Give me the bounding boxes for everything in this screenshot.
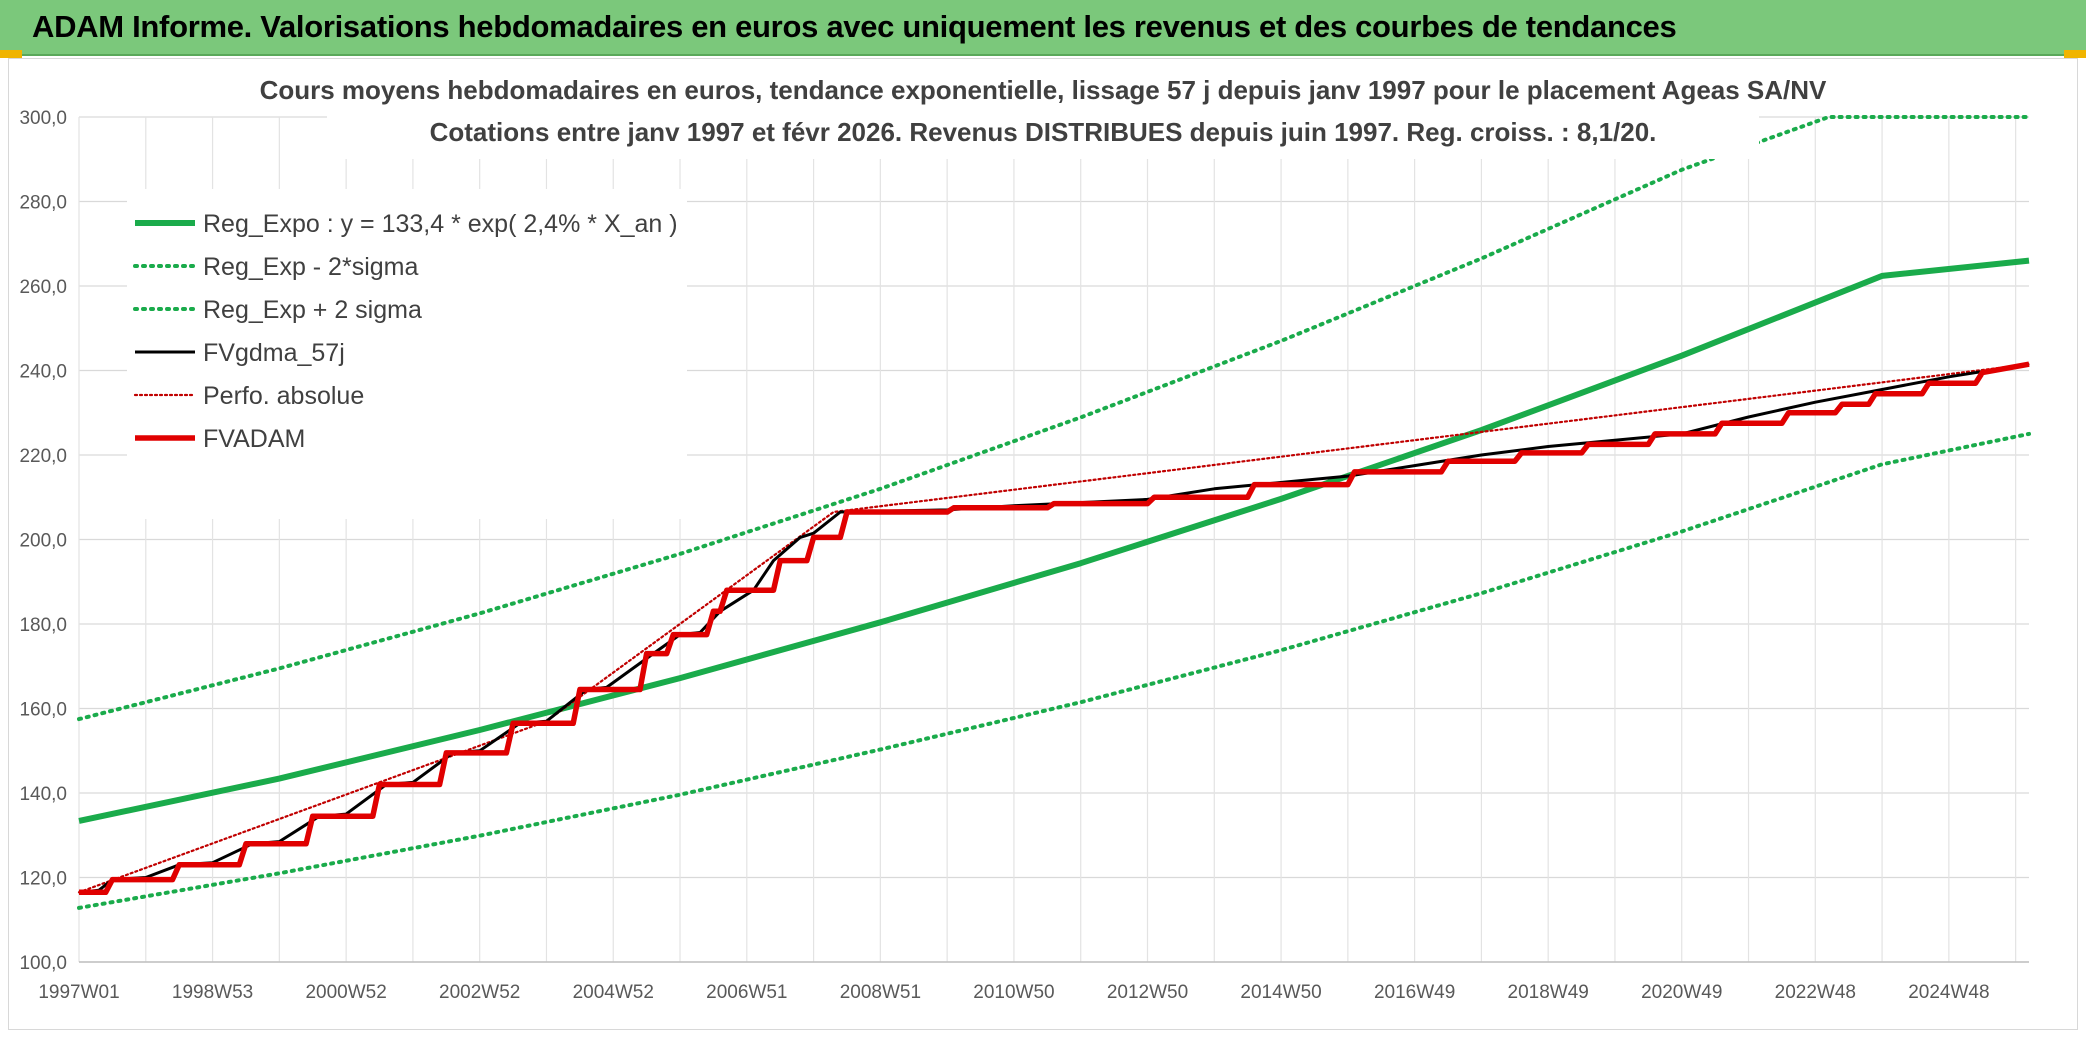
legend-label: Reg_Expo : y = 133,4 * exp( 2,4% * X_an … [203,210,678,238]
y-tick-label: 260,0 [19,277,67,298]
legend-label: Reg_Exp + 2 sigma [203,296,422,324]
x-tick-label: 2000W52 [305,982,386,1003]
chart-title: Cours moyens hebdomadaires en euros, ten… [260,75,1827,105]
legend-label: FVADAM [203,425,305,453]
series-line-0 [78,257,2030,824]
x-tick-label: 2016W49 [1374,982,1455,1003]
y-tick-label: 100,0 [19,953,67,974]
x-tick-label: 2024W48 [1908,982,1989,1003]
y-tick-label: 240,0 [19,362,67,383]
chart-frame: 100,0 120,0 140,0 160,0 180,0 200,0 220,0 240,0… [8,58,2078,1030]
series-line-1 [77,431,2031,910]
title-background [327,67,1759,159]
chart-subtitle: Cotations entre janv 1997 et févr 2026. … [430,117,1657,147]
corner-mark-left [0,50,22,58]
report-title: ADAM Informe. Valorisations hebdomadaire… [32,9,1677,44]
legend-label: Reg_Exp - 2*sigma [203,253,418,281]
x-tick-label: 2010W50 [973,982,1054,1003]
legend-label: FVgdma_57j [203,339,345,367]
legend-label: Perfo. absolue [203,382,364,410]
y-tick-label: 160,0 [19,700,67,721]
y-tick-label: 200,0 [19,531,67,552]
x-tick-label: 2004W52 [573,982,654,1003]
y-tick-label: 140,0 [19,784,67,805]
legend-background [127,189,687,519]
y-tick-label: 280,0 [19,193,67,214]
y-tick-label: 180,0 [19,615,67,636]
x-tick-label: 2012W50 [1107,982,1188,1003]
x-tick-label: 2014W50 [1240,982,1321,1003]
y-tick-label: 300,0 [19,108,67,129]
x-tick-label: 1998W53 [172,982,253,1003]
report-banner: ADAM Informe. Valorisations hebdomadaire… [0,0,2086,56]
x-tick-label: 2006W51 [706,982,787,1003]
x-tick-label: 2018W49 [1508,982,1589,1003]
line-chart: 100,0 120,0 140,0 160,0 180,0 200,0 220,0 240,0… [19,67,2031,1003]
series-line-5 [79,361,2030,896]
x-tick-label: 1997W01 [38,982,119,1003]
x-tick-label: 2002W52 [439,982,520,1003]
x-tick-label: 2022W48 [1775,982,1856,1003]
corner-mark-right [2064,50,2086,58]
x-tick-label: 2008W51 [840,982,921,1003]
series-line-2 [77,115,2031,722]
y-tick-label: 120,0 [19,869,67,890]
y-tick-label: 220,0 [19,446,67,467]
legend: Reg_Expo : y = 133,4 * exp( 2,4% * X_an … [127,189,687,519]
x-tick-label: 2020W49 [1641,982,1722,1003]
series-line-4 [77,363,2031,894]
